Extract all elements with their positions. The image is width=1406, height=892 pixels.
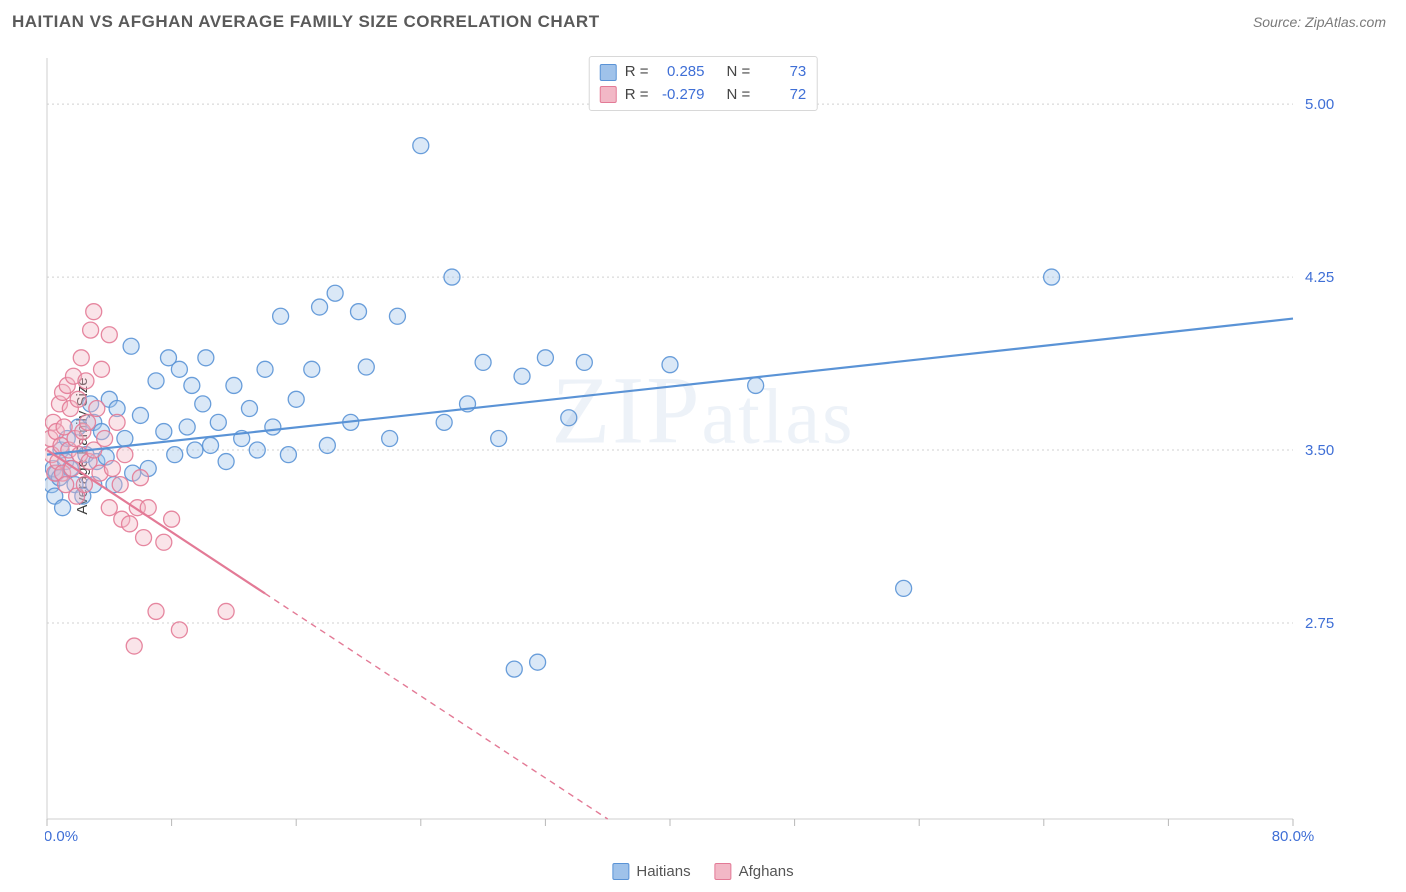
- svg-text:2.75: 2.75: [1305, 615, 1334, 632]
- svg-text:5.00: 5.00: [1305, 96, 1334, 113]
- legend-row-haitians: R = 0.285 N = 73: [600, 61, 807, 84]
- value-R-haitians: 0.285: [659, 61, 705, 84]
- svg-text:0.0%: 0.0%: [45, 828, 78, 845]
- swatch-afghans: [715, 863, 732, 880]
- label-N: N =: [727, 84, 753, 107]
- chart-area: 2.75 3.50 4.25 5.00 0.0% 80.0%: [45, 48, 1348, 847]
- legend-label-haitians: Haitians: [636, 863, 690, 880]
- value-R-afghans: -0.279: [659, 84, 705, 107]
- swatch-haitians: [600, 64, 617, 81]
- legend-correlation: R = 0.285 N = 73 R = -0.279 N = 72: [589, 56, 818, 111]
- source-label: Source: ZipAtlas.com: [1253, 14, 1386, 30]
- value-N-afghans: 72: [760, 84, 806, 107]
- value-N-haitians: 73: [760, 61, 806, 84]
- legend-row-afghans: R = -0.279 N = 72: [600, 84, 807, 107]
- label-R: R =: [625, 61, 651, 84]
- legend-item-haitians: Haitians: [612, 863, 690, 880]
- legend-label-afghans: Afghans: [739, 863, 794, 880]
- label-R: R =: [625, 84, 651, 107]
- scatter-plot-svg: 2.75 3.50 4.25 5.00 0.0% 80.0%: [45, 48, 1348, 847]
- legend-item-afghans: Afghans: [715, 863, 794, 880]
- chart-title: HAITIAN VS AFGHAN AVERAGE FAMILY SIZE CO…: [12, 12, 600, 32]
- legend-series: Haitians Afghans: [612, 863, 793, 880]
- svg-text:3.50: 3.50: [1305, 442, 1334, 459]
- svg-text:4.25: 4.25: [1305, 269, 1334, 286]
- swatch-afghans: [600, 86, 617, 103]
- swatch-haitians: [612, 863, 629, 880]
- label-N: N =: [727, 61, 753, 84]
- svg-text:80.0%: 80.0%: [1272, 828, 1315, 845]
